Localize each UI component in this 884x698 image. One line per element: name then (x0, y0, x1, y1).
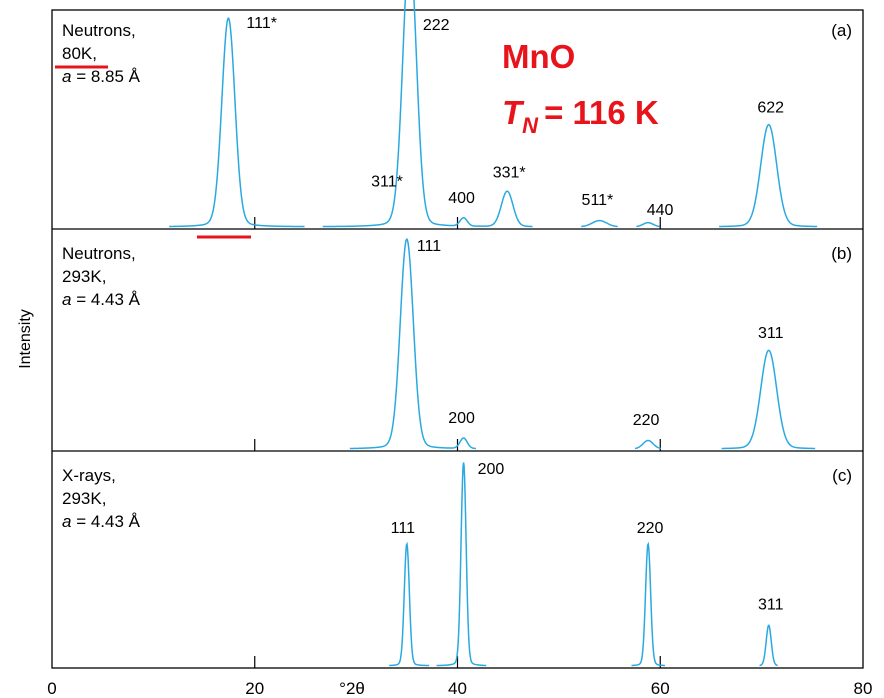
panel-c-line-2: 293K, (62, 489, 106, 508)
panel-b-lattice-symbol: a (62, 290, 71, 309)
peak-curves (169, 0, 818, 667)
panel-a-lattice-symbol: a (62, 67, 71, 86)
peak-label-a-622: 622 (757, 99, 784, 116)
peak-label-a-331-star: 331* (493, 165, 526, 182)
peak-label-a-511-star: 511* (582, 192, 614, 209)
annotation-tn-symbol: T (502, 94, 525, 131)
peak-label-c-200: 200 (478, 461, 505, 478)
panel-b-label: (b) (831, 244, 852, 263)
peak-labels: 111* 311* 222 400 331* 511* 440 622 111 200 220 311… (246, 15, 784, 614)
peak-label-b-111: 111 (417, 238, 441, 255)
peak-label-b-311: 311 (758, 325, 784, 342)
pattern-curve-c (389, 462, 778, 667)
y-axis-label: Intensity (17, 309, 34, 369)
annotation-tn-subscript: N (522, 113, 539, 138)
pattern-curve-b (349, 238, 816, 450)
peak-label-a-111-star: 111* (246, 15, 277, 32)
panel-b-lattice: a = 4.43 Å (62, 290, 141, 309)
annotation-tn-value: = 116 K (544, 94, 659, 131)
peak-label-a-440: 440 (647, 202, 674, 219)
peak-label-a-400: 400 (448, 190, 475, 207)
x-tick-label-60: 60 (651, 679, 670, 698)
peak-label-a-222: 222 (423, 17, 450, 34)
panel-b-line-1: Neutrons, (62, 244, 136, 263)
panel-a-label: (a) (831, 21, 852, 40)
panel-a-line-1: Neutrons, (62, 21, 136, 40)
panel-c-lattice-symbol: a (62, 512, 71, 531)
annotation-neel-temperature: TN = 116 K (502, 94, 659, 138)
pattern-curve-a (169, 0, 818, 228)
panel-a-line-2: 80K, (62, 44, 97, 63)
annotation-compound: MnO (502, 38, 575, 75)
x-tick-label-40: 40 (448, 679, 467, 698)
peak-label-b-200: 200 (448, 410, 475, 427)
panel-c-lattice: a = 4.43 Å (62, 512, 141, 531)
x-tick-label-80: 80 (854, 679, 873, 698)
x-axis-ticks: 0 20 40 60 80 (47, 217, 872, 698)
panel-b-lattice-value: = 4.43 Å (71, 290, 140, 309)
peak-label-c-311: 311 (758, 597, 784, 614)
panel-c-line-1: X-rays, (62, 466, 116, 485)
x-axis-label: °2θ (339, 679, 365, 698)
peak-label-c-111: 111 (391, 520, 415, 537)
x-tick-label-20: 20 (245, 679, 264, 698)
peak-label-a-311-star: 311* (371, 173, 403, 190)
panel-c-label: (c) (832, 466, 852, 485)
panel-b-line-2: 293K, (62, 267, 106, 286)
x-tick-label-0: 0 (47, 679, 56, 698)
panel-a-lattice: a = 8.85 Å (62, 67, 141, 86)
peak-label-b-220: 220 (633, 412, 660, 429)
peak-label-c-220: 220 (637, 520, 664, 537)
plot-frame (51, 9, 864, 669)
panel-c-lattice-value: = 4.43 Å (71, 512, 140, 531)
panel-a-lattice-value: = 8.85 Å (71, 67, 140, 86)
